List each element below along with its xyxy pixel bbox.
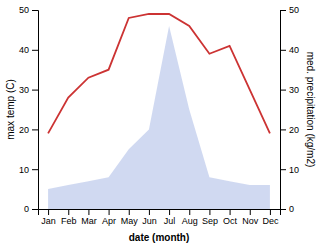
- tick-mark: [230, 209, 231, 215]
- tick: Oct: [223, 209, 238, 226]
- axis-line: [39, 210, 281, 216]
- tick: 20: [19, 125, 38, 135]
- tick-label: Jul: [164, 216, 176, 226]
- tick-label: Oct: [223, 216, 238, 226]
- tick-label: Dec: [262, 216, 279, 226]
- tick-mark: [280, 10, 286, 11]
- tick: Dec: [262, 209, 279, 226]
- tick-label: 50: [19, 5, 29, 15]
- tick-label: Jun: [142, 216, 157, 226]
- y2-axis-title: med. precipitation (kg/m2): [305, 52, 316, 168]
- tick: 50: [19, 5, 38, 15]
- tick: 10: [19, 165, 38, 175]
- tick: May: [121, 209, 139, 226]
- tick-mark: [129, 209, 130, 215]
- tick-mark: [32, 209, 38, 210]
- tick: 30: [19, 85, 38, 95]
- x-axis-title: date (month): [129, 232, 190, 243]
- tick: 40: [280, 45, 299, 55]
- tick-label: Mar: [81, 216, 97, 226]
- tick-mark: [48, 209, 49, 215]
- tick-label: Nov: [242, 216, 259, 226]
- tick: 0: [280, 204, 294, 214]
- tick-mark: [32, 10, 38, 11]
- tick-mark: [270, 209, 271, 215]
- tick-mark: [32, 169, 38, 170]
- tick-mark: [280, 209, 286, 210]
- tick-label: 40: [289, 45, 299, 55]
- tick-label: Apr: [102, 216, 116, 226]
- tick-label: Aug: [182, 216, 198, 226]
- tick: 30: [280, 85, 299, 95]
- tick: Sep: [202, 209, 218, 226]
- tick: Mar: [81, 209, 97, 226]
- temperature-line: [48, 14, 270, 133]
- tick: Apr: [102, 209, 116, 226]
- tick: 0: [24, 204, 38, 214]
- tick-mark: [169, 209, 170, 215]
- tick-mark: [250, 209, 251, 215]
- tick-mark: [189, 209, 190, 215]
- tick-label: 0: [289, 204, 294, 214]
- tick-mark: [32, 129, 38, 130]
- y-axis: 0 10 20 30 40 50: [19, 5, 39, 214]
- tick-label: 0: [24, 204, 29, 214]
- tick: Jul: [164, 209, 176, 226]
- tick: Aug: [182, 209, 198, 226]
- marks: [48, 14, 270, 209]
- tick: Feb: [61, 209, 77, 226]
- tick-label: 10: [289, 165, 299, 175]
- tick-label: Sep: [202, 216, 218, 226]
- tick-mark: [209, 209, 210, 215]
- axis-line: [281, 11, 287, 210]
- tick-mark: [280, 129, 286, 130]
- tick-mark: [280, 90, 286, 91]
- tick: 50: [280, 5, 299, 15]
- tick-label: 30: [289, 85, 299, 95]
- tick: Jun: [142, 209, 157, 226]
- tick-mark: [280, 169, 286, 170]
- tick-label: 50: [289, 5, 299, 15]
- tick: Jan: [41, 209, 56, 226]
- tick-label: Jan: [41, 216, 56, 226]
- tick: Nov: [242, 209, 259, 226]
- tick-mark: [32, 90, 38, 91]
- tick: 20: [280, 125, 299, 135]
- tick: 40: [19, 45, 38, 55]
- y2-axis: 0 10 20 30 40 50: [280, 5, 299, 214]
- plot: Jan Feb Mar Apr MayJun Jul Aug Sep Oct NovDec 0 10 2…: [19, 5, 299, 226]
- tick-label: 20: [19, 125, 29, 135]
- tick-mark: [280, 50, 286, 51]
- y-axis-title: max temp (C): [5, 79, 16, 140]
- tick-mark: [68, 209, 69, 215]
- x-axis: Jan Feb Mar Apr MayJun Jul Aug Sep Oct NovDec: [39, 209, 281, 226]
- precipitation-area: [48, 26, 270, 209]
- tick-mark: [88, 209, 89, 215]
- tick-mark: [109, 209, 110, 215]
- tick-mark: [32, 50, 38, 51]
- tick-label: May: [121, 216, 139, 226]
- tick-label: 40: [19, 45, 29, 55]
- tick-label: 20: [289, 125, 299, 135]
- tick: 10: [280, 165, 299, 175]
- tick-label: Feb: [61, 216, 77, 226]
- axis-line: [32, 11, 39, 210]
- tick-label: 10: [19, 165, 29, 175]
- tick-mark: [149, 209, 150, 215]
- chart: Jan Feb Mar Apr MayJun Jul Aug Sep Oct NovDec 0 10 2…: [0, 0, 318, 247]
- tick-label: 30: [19, 85, 29, 95]
